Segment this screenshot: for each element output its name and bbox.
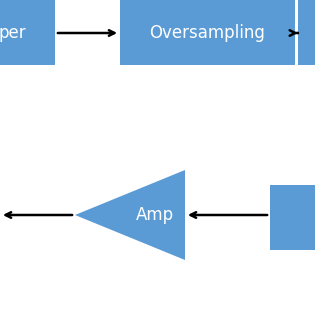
Text: Oversampling: Oversampling [150,24,266,42]
Polygon shape [75,170,185,260]
Bar [270,185,315,250]
Bar [0,0,55,65]
Text: Amp: Amp [136,206,174,224]
Text: per: per [0,24,26,42]
Bar [120,0,295,65]
Bar [298,0,315,65]
